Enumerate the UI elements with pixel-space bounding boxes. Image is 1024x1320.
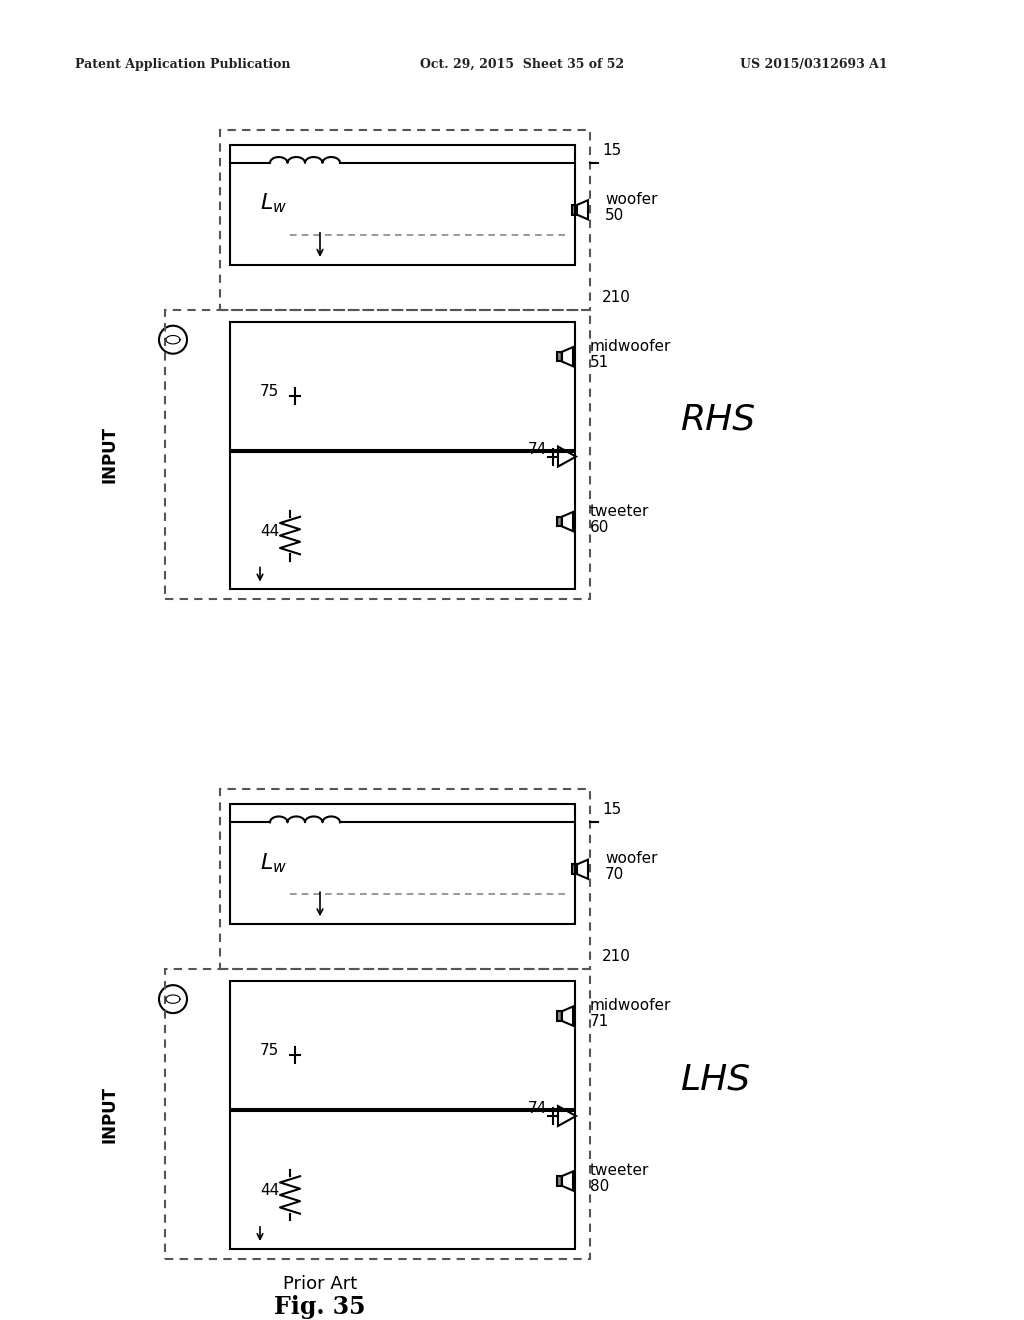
Text: Oct. 29, 2015  Sheet 35 of 52: Oct. 29, 2015 Sheet 35 of 52	[420, 58, 624, 71]
Text: 210: 210	[602, 289, 631, 305]
Text: 75: 75	[260, 384, 280, 399]
Text: $L_w$: $L_w$	[260, 851, 287, 875]
Text: 210: 210	[602, 949, 631, 964]
Text: midwoofer: midwoofer	[590, 339, 672, 354]
Text: woofer: woofer	[605, 851, 657, 866]
Text: woofer: woofer	[605, 191, 657, 207]
Text: RHS: RHS	[680, 403, 755, 437]
Text: 74: 74	[528, 442, 547, 457]
Text: INPUT: INPUT	[101, 426, 119, 483]
Text: US 2015/0312693 A1: US 2015/0312693 A1	[740, 58, 888, 71]
Polygon shape	[557, 352, 562, 362]
Text: 44: 44	[260, 524, 280, 539]
Polygon shape	[557, 1011, 562, 1020]
Text: tweeter: tweeter	[590, 503, 649, 519]
Text: Prior Art: Prior Art	[283, 1275, 357, 1292]
Text: midwoofer: midwoofer	[590, 998, 672, 1014]
Polygon shape	[557, 516, 562, 527]
Text: 80: 80	[590, 1179, 609, 1195]
Text: 44: 44	[260, 1183, 280, 1199]
Text: 51: 51	[590, 355, 609, 370]
Text: 15: 15	[602, 803, 622, 817]
Text: 74: 74	[528, 1101, 547, 1115]
Text: 70: 70	[605, 867, 625, 882]
Text: $L_w$: $L_w$	[260, 191, 287, 215]
Polygon shape	[557, 1176, 562, 1185]
Text: 75: 75	[260, 1043, 280, 1059]
Text: Fig. 35: Fig. 35	[274, 1295, 366, 1319]
Text: Patent Application Publication: Patent Application Publication	[75, 58, 291, 71]
Polygon shape	[572, 865, 577, 874]
Polygon shape	[572, 205, 577, 215]
Text: LHS: LHS	[680, 1063, 751, 1096]
Text: tweeter: tweeter	[590, 1163, 649, 1177]
Text: 71: 71	[590, 1014, 609, 1030]
Text: INPUT: INPUT	[101, 1085, 119, 1143]
Text: 60: 60	[590, 520, 609, 535]
Text: 50: 50	[605, 207, 625, 223]
Text: 15: 15	[602, 143, 622, 158]
